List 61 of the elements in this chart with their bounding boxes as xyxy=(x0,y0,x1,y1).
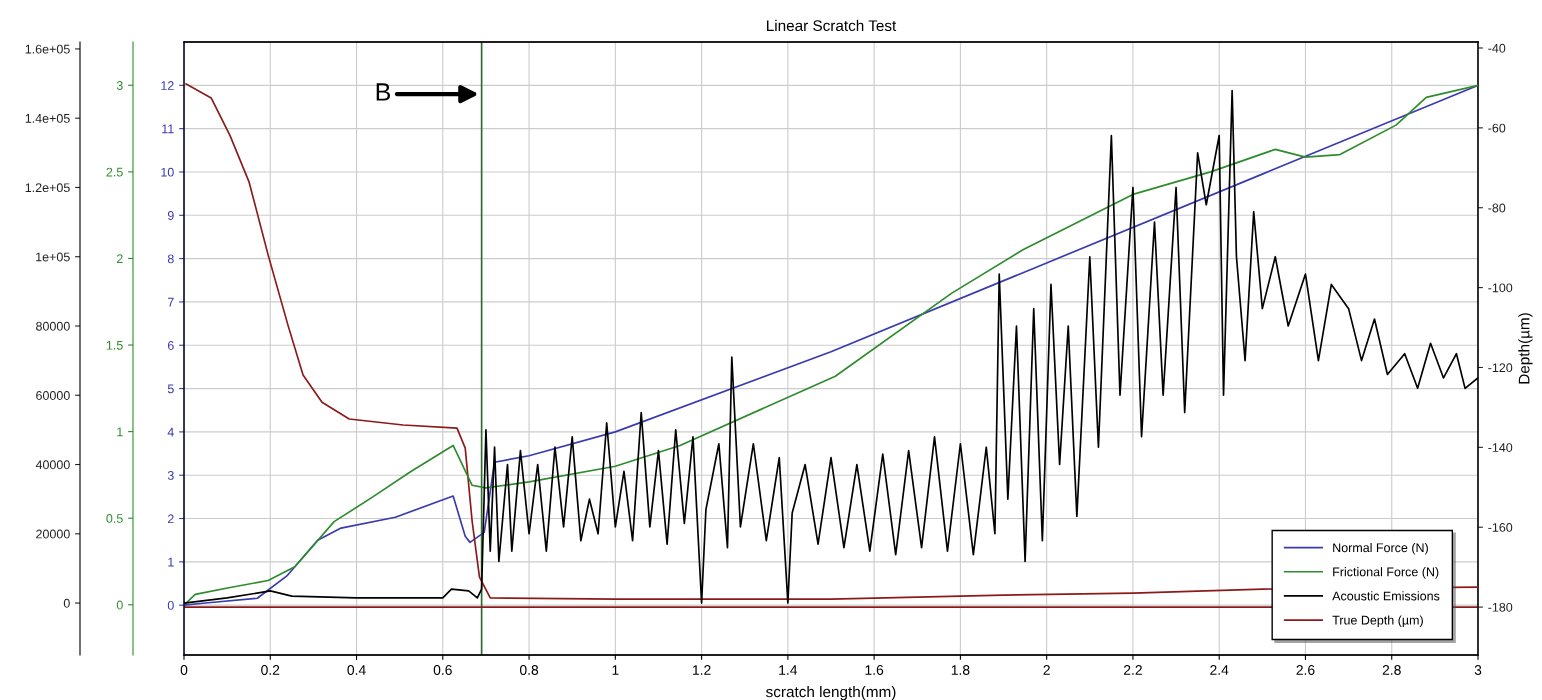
y-tick-label: 12 xyxy=(161,81,174,90)
y-tick-label: 10 xyxy=(161,167,174,177)
y-tick-label: 1e+05 xyxy=(36,252,70,262)
x-tick-label: 1.4 xyxy=(779,665,798,675)
y2-tick-label: -80 xyxy=(1488,203,1506,213)
x-tick-label: 0.8 xyxy=(519,665,539,675)
y2-tick-label: -160 xyxy=(1488,523,1513,532)
y3-tick-label: 0.5 xyxy=(106,514,123,523)
x-tick-label: 1.2 xyxy=(693,665,711,675)
y3-tick-label: 0 xyxy=(116,600,123,610)
y-tick-label: 0 xyxy=(167,600,174,610)
y-tick-label: 7 xyxy=(167,297,174,307)
y-tick-label: 4 xyxy=(167,427,174,437)
x-tick-label: 0.6 xyxy=(433,665,452,675)
y2-tick-label: -60 xyxy=(1488,123,1506,133)
y3-tick-label: 2.5 xyxy=(106,167,123,177)
y2-axis-title: Depth(µm) xyxy=(1518,313,1533,384)
x-tick-label: 1 xyxy=(612,665,619,675)
y-tick-label: 3 xyxy=(167,471,174,480)
y2-tick-label: -40 xyxy=(1488,43,1506,53)
y2-tick-label: -180 xyxy=(1488,602,1513,612)
x-tick-label: 2 xyxy=(1043,665,1050,675)
x-tick-label: 2.4 xyxy=(1210,665,1229,675)
y-tick-label: 9 xyxy=(167,211,174,220)
y-tick-label: 5 xyxy=(167,384,174,394)
x-tick-label: 1.8 xyxy=(951,665,970,675)
legend-label: Acoustic Emissions xyxy=(1332,591,1440,601)
y-tick-label: 80000 xyxy=(36,321,70,331)
y3-tick-label: 1.5 xyxy=(106,340,123,350)
y-tick-label: 20000 xyxy=(36,529,70,539)
x-tick-label: 2.6 xyxy=(1296,665,1315,675)
y2-tick-label: -120 xyxy=(1488,363,1513,373)
legend-label: True Depth (µm) xyxy=(1332,615,1423,628)
legend-label: Frictional Force (N) xyxy=(1333,567,1439,579)
y-tick-label: 1.4e+05 xyxy=(25,113,70,123)
y2-tick-label: -140 xyxy=(1488,443,1513,452)
x-tick-label: 0 xyxy=(180,665,188,675)
y-tick-label: 1.2e+05 xyxy=(25,183,70,193)
x-tick-label: 2.8 xyxy=(1382,665,1401,675)
y-tick-label: 11 xyxy=(162,124,174,134)
y2-tick-label: -100 xyxy=(1488,283,1513,293)
x-tick-label: 1.6 xyxy=(865,665,884,675)
y3-tick-label: 3 xyxy=(116,81,123,90)
x-tick-label: 0.2 xyxy=(261,665,280,675)
y-tick-label: 60000 xyxy=(36,391,70,400)
y-tick-label: 40000 xyxy=(35,460,70,470)
y3-tick-label: 1 xyxy=(117,427,123,437)
x-tick-label: 2.2 xyxy=(1123,665,1142,675)
y-tick-label: 1.6e+05 xyxy=(25,44,70,54)
y-tick-label: 8 xyxy=(167,254,174,264)
chart-title: Linear Scratch Test xyxy=(767,19,897,32)
legend-label: Normal Force (N) xyxy=(1333,542,1428,555)
annotation: B xyxy=(376,83,391,101)
y-tick-label: 1 xyxy=(168,557,174,567)
y-tick-label: 2 xyxy=(167,514,174,524)
y3-tick-label: 2 xyxy=(116,254,123,263)
x-axis-title: scratch length(mm) xyxy=(766,686,896,700)
y-tick-label: 6 xyxy=(167,341,174,350)
y-tick-label: 0 xyxy=(63,598,70,608)
x-tick-label: 3 xyxy=(1474,665,1482,675)
x-tick-label: 0.4 xyxy=(347,665,366,675)
